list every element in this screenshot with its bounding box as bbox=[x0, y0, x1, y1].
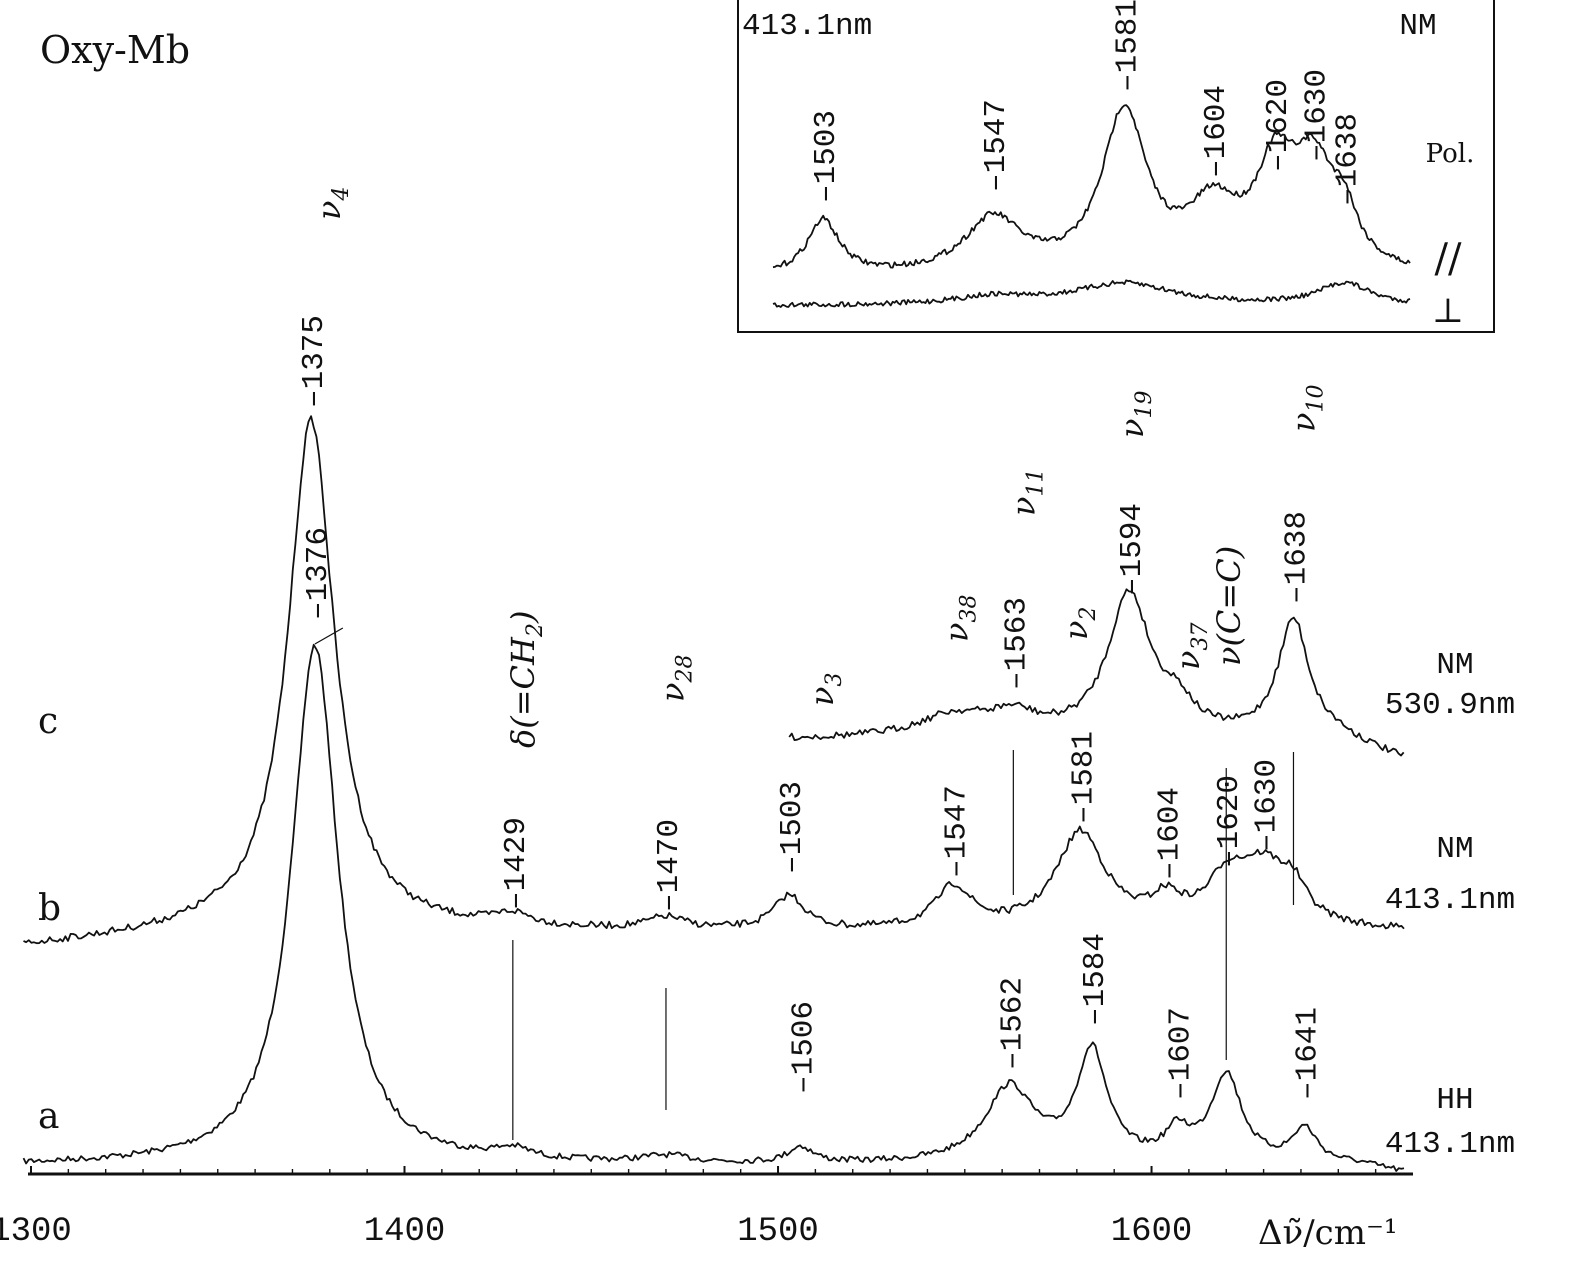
inset-frame bbox=[737, 0, 1495, 333]
inset-parallel-symbol: // bbox=[1435, 236, 1462, 282]
peak-label-b: –1429 bbox=[499, 817, 534, 910]
trace-letter-a: a bbox=[38, 1096, 59, 1137]
mode-label: ν2 bbox=[1057, 607, 1101, 640]
mode-label: ν37 bbox=[1169, 623, 1213, 670]
mode-label: ν38 bbox=[937, 595, 981, 642]
peak-label-a: –1562 bbox=[996, 977, 1031, 1070]
x-axis: 1300 1400 1500 1600 Δν̃/cm⁻¹ bbox=[0, 1166, 1413, 1253]
peak-label-b: –1604 bbox=[1152, 787, 1187, 880]
inset-peak-label: –1638 bbox=[1330, 113, 1365, 206]
inset-perpendicular-symbol: ⊥ bbox=[1432, 291, 1464, 331]
inset-peak-label: –1503 bbox=[809, 110, 844, 203]
trace-wavelength-c: 530.9nm bbox=[1385, 688, 1515, 723]
inset-trace-perpendicular bbox=[772, 279, 1411, 308]
peak-label-c: –1594 bbox=[1115, 503, 1150, 596]
mode-label: ν3 bbox=[803, 673, 847, 706]
trace-sample-c: NM bbox=[1436, 648, 1473, 683]
trace-letter-b: b bbox=[38, 888, 61, 929]
trace-sample-b: NM bbox=[1436, 832, 1473, 867]
inset-peak-label: –1630 bbox=[1299, 69, 1334, 162]
trace-wavelength-a: 413.1nm bbox=[1385, 1127, 1515, 1162]
inset-peak-label: –1581 bbox=[1110, 0, 1145, 92]
inset-label: NM bbox=[1399, 9, 1436, 44]
spectra-traces bbox=[22, 415, 1405, 1172]
trace-a-hh-413 bbox=[22, 643, 1405, 1172]
peak-label-c: –1563 bbox=[999, 597, 1034, 690]
peak-label-a: –1607 bbox=[1164, 1007, 1199, 1100]
peak-label-b: –1581 bbox=[1067, 731, 1102, 824]
trace-side-labels: a HH 413.1nm b NM 413.1nm c NM 530.9nm bbox=[38, 648, 1515, 1162]
peak-label-b: –1470 bbox=[652, 819, 687, 912]
peak-label-a: –1641 bbox=[1291, 1007, 1326, 1100]
mode-label: ν4 bbox=[310, 187, 354, 220]
trace-sample-a: HH bbox=[1436, 1083, 1473, 1118]
peak-label-b: –1375 bbox=[297, 315, 332, 408]
trace-letter-c: c bbox=[38, 701, 58, 742]
x-tick-label: 1600 bbox=[1111, 1213, 1193, 1251]
mode-label: ν19 bbox=[1113, 391, 1157, 438]
peak-label-a: –1584 bbox=[1078, 933, 1113, 1026]
x-tick-label: 1500 bbox=[737, 1213, 819, 1251]
inset-peak-label: –1547 bbox=[979, 99, 1014, 192]
mode-label: ν28 bbox=[653, 655, 697, 702]
peak-label-a: –1376 bbox=[301, 527, 336, 620]
inset-peak-label: –1604 bbox=[1199, 85, 1234, 178]
x-axis-label: Δν̃/cm⁻¹ bbox=[1258, 1213, 1398, 1253]
inset-trace-parallel bbox=[772, 104, 1411, 269]
peak-label-b: –1547 bbox=[940, 785, 975, 878]
peak-label-b: –1630 bbox=[1250, 759, 1285, 852]
peak-label-b: –1620 bbox=[1212, 775, 1247, 868]
trace-wavelength-b: 413.1nm bbox=[1385, 883, 1515, 918]
inset-title: 413.1nm bbox=[742, 9, 872, 44]
mode-label: δ(=CH2) bbox=[504, 611, 548, 748]
peak-label-a: –1506 bbox=[786, 1001, 821, 1094]
inset-pol-label: Pol. bbox=[1426, 139, 1475, 169]
inset-polarized-spectra: 413.1nm NM Pol. // ⊥ –1503 –1547 –1581 –1604 –162… bbox=[737, 0, 1495, 333]
trace-b-nm-413 bbox=[23, 415, 1405, 945]
mode-label: ν11 bbox=[1005, 469, 1049, 516]
mode-label: ν10 bbox=[1285, 385, 1329, 432]
x-tick-label: 1400 bbox=[364, 1213, 446, 1251]
peak-labels: –1376 –1506 –1562 –1584 –1607 –1641 –1375 –1429… bbox=[297, 315, 1326, 1100]
chart-title: Oxy-Mb bbox=[40, 28, 190, 72]
peak-label-c: –1638 bbox=[1279, 511, 1314, 604]
peak-label-b: –1503 bbox=[775, 781, 810, 874]
leader-1376 bbox=[314, 627, 344, 645]
x-tick-label: 1300 bbox=[0, 1213, 72, 1251]
inset-peak-label: –1620 bbox=[1261, 79, 1296, 172]
mode-label: ν(C=C) bbox=[1210, 546, 1248, 666]
trace-c-nm-530 bbox=[788, 588, 1405, 757]
